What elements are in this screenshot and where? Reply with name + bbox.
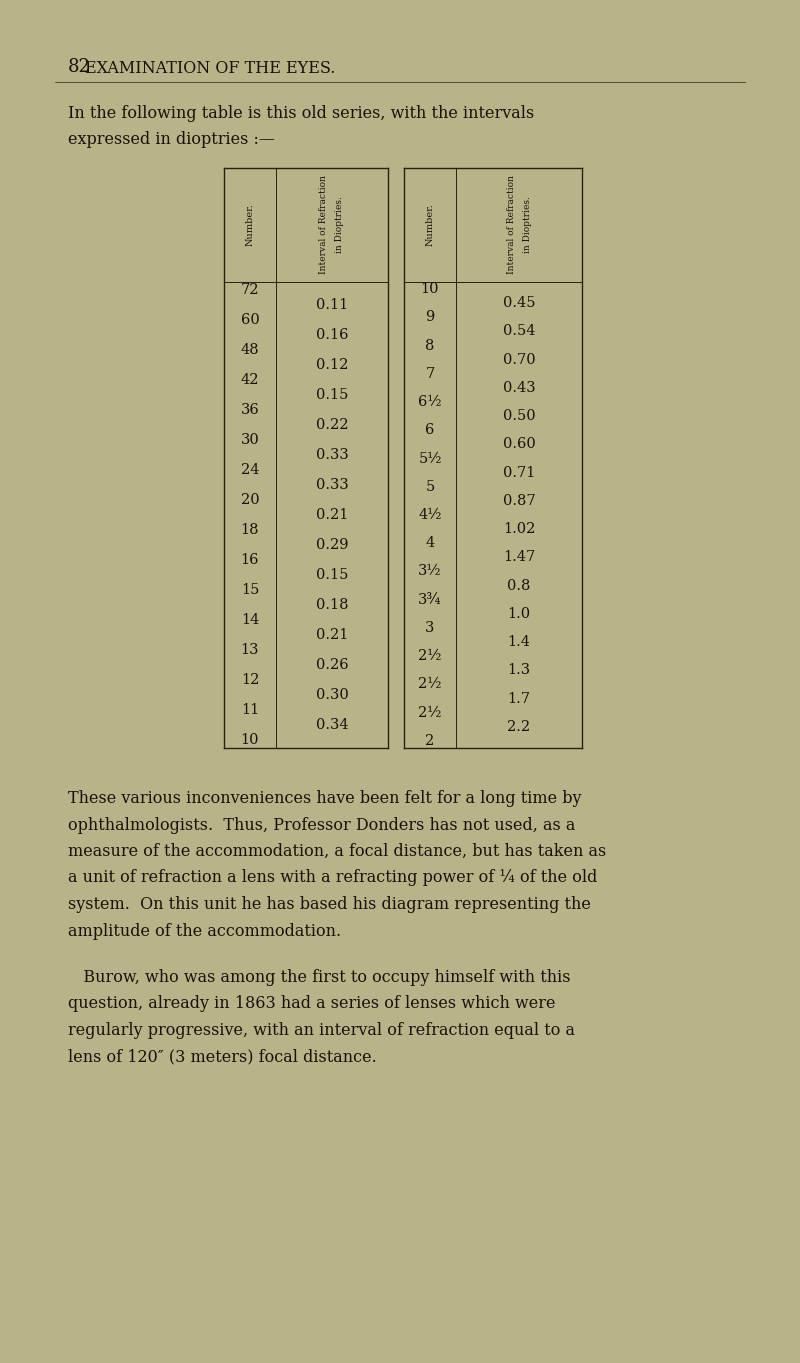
- Text: 5: 5: [426, 480, 434, 493]
- Text: 0.54: 0.54: [502, 324, 535, 338]
- Text: amplitude of the accommodation.: amplitude of the accommodation.: [68, 923, 341, 939]
- Text: 1.7: 1.7: [507, 691, 530, 706]
- Text: 0.33: 0.33: [316, 448, 348, 462]
- Text: lens of 120″ (3 meters) focal distance.: lens of 120″ (3 meters) focal distance.: [68, 1048, 377, 1066]
- Text: 0.15: 0.15: [316, 387, 348, 402]
- Text: in Dioptries.: in Dioptries.: [335, 196, 345, 254]
- Text: expressed in dioptries :—: expressed in dioptries :—: [68, 131, 275, 149]
- Text: 0.30: 0.30: [316, 688, 348, 702]
- Text: 1.4: 1.4: [507, 635, 530, 649]
- Text: 0.21: 0.21: [316, 508, 348, 522]
- Text: 18: 18: [241, 523, 259, 537]
- Text: 10: 10: [421, 282, 439, 296]
- Text: in Dioptries.: in Dioptries.: [522, 196, 531, 254]
- Text: 82: 82: [68, 59, 91, 76]
- Text: 0.29: 0.29: [316, 538, 348, 552]
- Text: measure of the accommodation, a focal distance, but has taken as: measure of the accommodation, a focal di…: [68, 842, 606, 860]
- Text: 0.43: 0.43: [502, 380, 535, 395]
- Text: 60: 60: [241, 312, 259, 327]
- Text: 12: 12: [241, 673, 259, 687]
- Text: 1.47: 1.47: [503, 551, 535, 564]
- Text: 20: 20: [241, 493, 259, 507]
- Text: Interval of Refraction: Interval of Refraction: [319, 176, 329, 274]
- Text: Interval of Refraction: Interval of Refraction: [506, 176, 515, 274]
- Text: 3: 3: [426, 622, 434, 635]
- Text: 36: 36: [241, 403, 259, 417]
- Text: 0.60: 0.60: [502, 438, 535, 451]
- Text: 48: 48: [241, 342, 259, 357]
- Text: system.  On this unit he has based his diagram representing the: system. On this unit he has based his di…: [68, 895, 591, 913]
- Text: 0.26: 0.26: [316, 658, 348, 672]
- Text: 2½: 2½: [418, 706, 442, 720]
- Text: 24: 24: [241, 463, 259, 477]
- Text: 2½: 2½: [418, 649, 442, 664]
- Text: regularly progressive, with an interval of refraction equal to a: regularly progressive, with an interval …: [68, 1022, 575, 1039]
- Text: 0.71: 0.71: [503, 466, 535, 480]
- Text: 15: 15: [241, 583, 259, 597]
- Text: 72: 72: [241, 282, 259, 297]
- Text: 4: 4: [426, 536, 434, 551]
- Text: In the following table is this old series, with the intervals: In the following table is this old serie…: [68, 105, 534, 123]
- Text: 6½: 6½: [418, 395, 442, 409]
- Text: 11: 11: [241, 703, 259, 717]
- Text: 10: 10: [241, 733, 259, 747]
- Text: These various inconveniences have been felt for a long time by: These various inconveniences have been f…: [68, 791, 582, 807]
- Text: ophthalmologists.  Thus, Professor Donders has not used, as a: ophthalmologists. Thus, Professor Donder…: [68, 816, 575, 834]
- Text: question, already in 1863 had a series of lenses which were: question, already in 1863 had a series o…: [68, 995, 555, 1013]
- Text: 0.87: 0.87: [502, 493, 535, 508]
- Text: 2½: 2½: [418, 677, 442, 691]
- Text: 0.33: 0.33: [316, 478, 348, 492]
- Text: 3½: 3½: [418, 564, 442, 578]
- Text: 0.11: 0.11: [316, 297, 348, 312]
- Text: 16: 16: [241, 553, 259, 567]
- Text: 0.21: 0.21: [316, 628, 348, 642]
- Text: 7: 7: [426, 367, 434, 380]
- Text: 42: 42: [241, 372, 259, 387]
- Text: 5½: 5½: [418, 451, 442, 466]
- Text: 4½: 4½: [418, 508, 442, 522]
- Text: 2: 2: [426, 733, 434, 748]
- Text: 0.8: 0.8: [507, 579, 530, 593]
- Text: 2.2: 2.2: [507, 720, 530, 733]
- Text: Number.: Number.: [426, 203, 434, 247]
- Text: 0.45: 0.45: [502, 296, 535, 311]
- Text: 1.3: 1.3: [507, 664, 530, 677]
- Text: 6: 6: [426, 424, 434, 438]
- Text: 1.0: 1.0: [507, 607, 530, 622]
- Text: 0.34: 0.34: [316, 718, 348, 732]
- Text: 0.12: 0.12: [316, 357, 348, 372]
- Text: 3¾: 3¾: [418, 593, 442, 607]
- Text: 0.18: 0.18: [316, 598, 348, 612]
- Text: Number.: Number.: [246, 203, 254, 247]
- Text: 0.22: 0.22: [316, 418, 348, 432]
- Text: 13: 13: [241, 643, 259, 657]
- Text: 1.02: 1.02: [503, 522, 535, 536]
- Text: 0.16: 0.16: [316, 327, 348, 342]
- Text: 9: 9: [426, 311, 434, 324]
- Text: 0.50: 0.50: [502, 409, 535, 423]
- Text: 0.70: 0.70: [502, 353, 535, 367]
- Text: 0.15: 0.15: [316, 568, 348, 582]
- Text: 14: 14: [241, 613, 259, 627]
- Text: Burow, who was among the first to occupy himself with this: Burow, who was among the first to occupy…: [68, 969, 570, 985]
- Text: a unit of refraction a lens with a refracting power of ⅟₄ of the old: a unit of refraction a lens with a refra…: [68, 870, 598, 886]
- Text: 8: 8: [426, 338, 434, 353]
- Text: 30: 30: [241, 433, 259, 447]
- Text: EXAMINATION OF THE EYES.: EXAMINATION OF THE EYES.: [85, 60, 335, 76]
